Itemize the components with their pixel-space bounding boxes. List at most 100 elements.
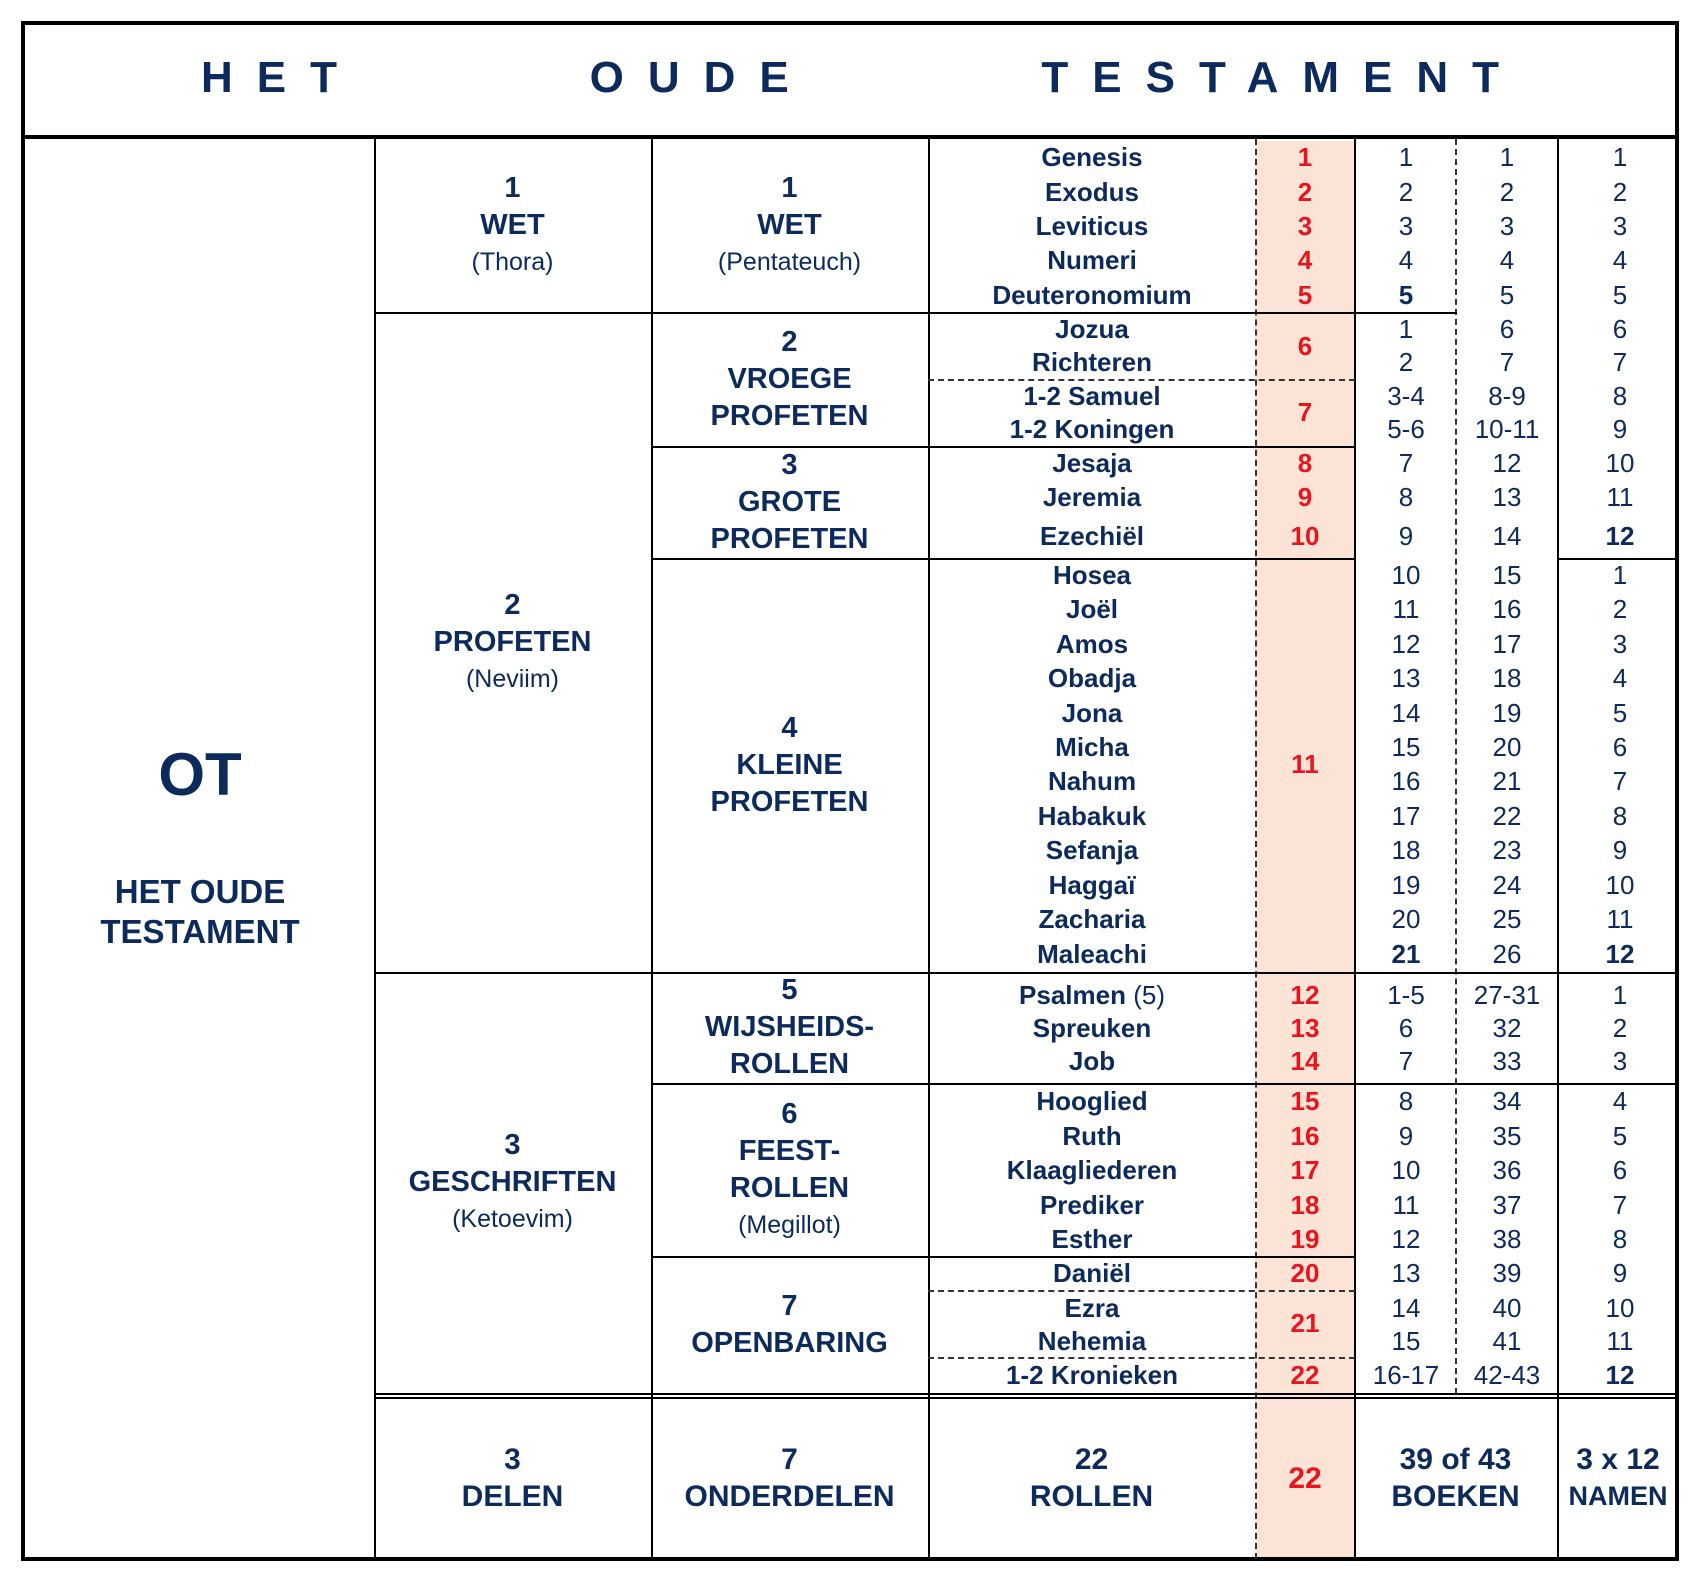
name-number: 7 <box>1612 1190 1628 1220</box>
book-name: Prediker <box>1039 1190 1145 1220</box>
book-number-total: 34 <box>1492 1086 1522 1116</box>
onderdeel-name: OPENBARING <box>691 1326 888 1359</box>
onderdeel-number: 7 <box>781 1289 798 1322</box>
onderdeel-name: KLEINE <box>736 748 843 781</box>
rol-number: 7 <box>1297 397 1313 427</box>
book-number-hebrew: 8 <box>1398 482 1414 512</box>
name-number: 4 <box>1612 663 1628 693</box>
book-name: Haggaï <box>1048 870 1136 900</box>
name-number: 1 <box>1612 980 1628 1010</box>
total-namen: 3 x 12 NAMEN <box>1557 1397 1679 1559</box>
onderdeel-name-2: PROFETEN <box>710 522 869 555</box>
onderdeel-subtitle: (Megillot) <box>738 1210 841 1239</box>
rol-number: 20 <box>1290 1258 1320 1288</box>
rol-number: 3 <box>1297 211 1313 241</box>
book-name: Daniël <box>1052 1258 1132 1288</box>
book-name: Jesaja <box>1052 448 1132 478</box>
book-number-hebrew: 16-17 <box>1372 1360 1440 1390</box>
book-name: Habakuk <box>1037 801 1147 831</box>
total-delen: 3 DELEN <box>374 1397 651 1559</box>
deel-number: 2 <box>504 588 521 621</box>
onderdeel-number: 6 <box>781 1097 798 1130</box>
book-number-total: 24 <box>1492 870 1522 900</box>
onderdeel-name: WIJSHEIDS- <box>704 1011 875 1043</box>
book-name: Jozua <box>1055 314 1129 344</box>
book-number-hebrew: 14 <box>1391 1293 1421 1323</box>
book-number-hebrew: 10 <box>1391 1155 1421 1185</box>
onderdeel-number: 5 <box>781 974 798 1006</box>
deel-subtitle: (Ketoevim) <box>452 1205 573 1233</box>
book-name: Richteren <box>1032 347 1152 377</box>
total-rollen-label: ROLLEN <box>1029 1480 1154 1513</box>
onderdeel-name: FEEST- <box>738 1134 841 1167</box>
onderdeel-name-2: PROFETEN <box>710 399 869 432</box>
rol-number: 2 <box>1297 177 1313 207</box>
book-number-total: 35 <box>1492 1121 1522 1151</box>
book-number-total: 27-31 <box>1473 980 1541 1010</box>
book-number-hebrew: 13 <box>1391 663 1421 693</box>
book-name: Ruth <box>1062 1121 1122 1151</box>
deel-name: PROFETEN <box>433 625 592 658</box>
deel-name: GESCHRIFTEN <box>408 1166 617 1198</box>
book-number-hebrew: 12 <box>1391 629 1421 659</box>
name-number: 7 <box>1612 347 1628 377</box>
book-name: Ezra <box>1064 1293 1120 1323</box>
ot-name-line1: HET OUDE <box>114 873 286 910</box>
book-number-hebrew: 18 <box>1391 835 1421 865</box>
book-number-total: 15 <box>1492 560 1522 590</box>
book-name: Jeremia <box>1042 482 1142 512</box>
book-number-total: 7 <box>1499 347 1515 377</box>
rol-number: 10 <box>1290 521 1320 551</box>
onderdeel-grote-profeten: 3 GROTE PROFETEN <box>651 446 928 558</box>
name-number: 6 <box>1612 732 1628 762</box>
total-onderdelen: 7 ONDERDELEN <box>651 1397 928 1559</box>
book-name: Obadja <box>1047 663 1137 693</box>
name-number: 11 <box>1606 482 1634 512</box>
name-number: 4 <box>1612 245 1628 275</box>
book-number-hebrew: 9 <box>1398 521 1414 551</box>
onderdeel-vroege-profeten: 2 VROEGE PROFETEN <box>651 312 928 446</box>
book-name: Nahum <box>1047 766 1137 796</box>
book-name: Zacharia <box>1038 904 1146 934</box>
rol-number: 13 <box>1290 1013 1320 1043</box>
book-number-hebrew: 8 <box>1398 1086 1414 1116</box>
onderdeel-number: 1 <box>781 172 798 204</box>
onderdeel-subtitle: (Pentateuch) <box>717 248 862 276</box>
name-number: 12 <box>1605 939 1635 969</box>
book-name: Deuteronomium <box>992 280 1192 310</box>
book-number-hebrew: 21 <box>1391 939 1421 969</box>
book-number-total: 37 <box>1492 1190 1522 1220</box>
book-number-total: 1 <box>1499 142 1515 172</box>
name-number: 2 <box>1612 1013 1628 1043</box>
total-boeken-label: BOEKEN <box>1391 1480 1520 1513</box>
book-number-total: 3 <box>1499 211 1515 241</box>
total-rollen-number: 22 <box>1074 1443 1109 1476</box>
book-name: Hooglied <box>1036 1086 1148 1116</box>
onderdeel-number: 3 <box>781 448 798 481</box>
onderdeel-number: 2 <box>781 325 798 358</box>
book-number-total: 13 <box>1492 482 1522 512</box>
name-number: 3 <box>1612 629 1628 659</box>
book-number-total: 39 <box>1492 1258 1522 1288</box>
rol-number: 16 <box>1290 1121 1320 1151</box>
deel-geschriften: 3 GESCHRIFTEN (Ketoevim) <box>374 972 651 1393</box>
name-number: 11 <box>1606 1326 1634 1356</box>
name-number: 6 <box>1612 314 1628 344</box>
name-number: 5 <box>1612 698 1628 728</box>
book-number-total: 8-9 <box>1488 381 1526 411</box>
deel-number: 1 <box>504 172 521 204</box>
rol-number: 18 <box>1290 1190 1320 1220</box>
name-number: 5 <box>1612 1121 1628 1151</box>
book-number-total: 14 <box>1492 521 1522 551</box>
deel-subtitle: (Neviim) <box>465 664 560 693</box>
book-number-total: 38 <box>1492 1224 1522 1254</box>
book-name: Klaagliederen <box>1006 1155 1178 1185</box>
rol-number: 1 <box>1297 142 1313 172</box>
name-number: 1 <box>1612 560 1628 590</box>
book-number-total: 25 <box>1492 904 1522 934</box>
table-frame <box>21 21 1679 1561</box>
onderdeel-name-2: ROLLEN <box>729 1171 850 1204</box>
book-number-hebrew: 2 <box>1398 177 1414 207</box>
book-number-hebrew: 10 <box>1391 560 1421 590</box>
book-number-hebrew: 15 <box>1391 1326 1421 1356</box>
